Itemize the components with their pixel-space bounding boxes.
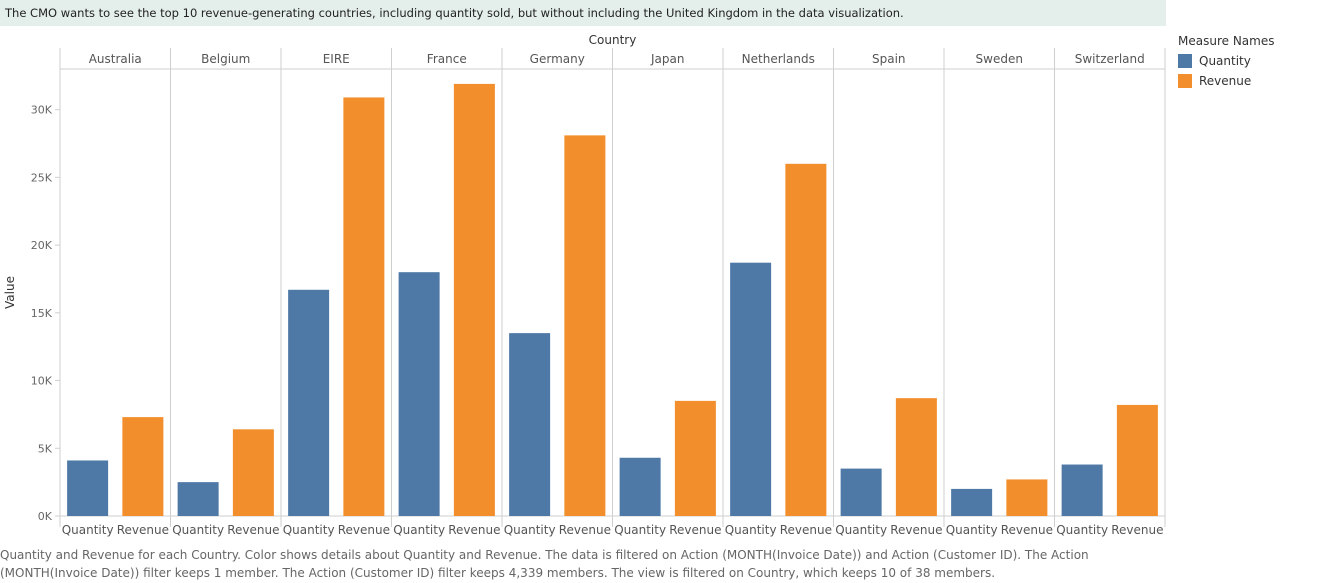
x-tick-label: Revenue [559, 523, 611, 537]
bar-spain-revenue [895, 398, 937, 516]
x-tick-label: Revenue [1001, 523, 1053, 537]
y-tick-label: 10K [31, 375, 53, 388]
chart-title: Country [589, 33, 637, 47]
bar-eire-revenue [343, 97, 385, 516]
x-tick-label: Revenue [227, 523, 279, 537]
pane-label: Germany [530, 52, 585, 66]
pane-label: EIRE [323, 52, 350, 66]
x-tick-label: Revenue [1111, 523, 1163, 537]
x-tick-label: Quantity [614, 523, 666, 537]
pane-label: Switzerland [1075, 52, 1145, 66]
x-tick-label: Quantity [504, 523, 556, 537]
bar-switzerland-revenue [1116, 404, 1158, 516]
x-tick-label: Quantity [946, 523, 998, 537]
bar-eire-quantity [288, 289, 330, 516]
legend-label-quantity: Quantity [1199, 54, 1251, 68]
chart-caption: Quantity and Revenue for each Country. C… [0, 548, 1089, 580]
bar-sweden-quantity [951, 488, 993, 516]
y-tick-label: 30K [31, 104, 53, 117]
x-tick-label: Quantity [835, 523, 887, 537]
bar-chart: Country Value 0K 5K 10K 15K 20K 25K 30K Australia… [3, 33, 1166, 537]
y-tick-label: 25K [31, 171, 53, 184]
bar-australia-quantity [67, 460, 109, 516]
legend-label-revenue: Revenue [1199, 74, 1252, 88]
x-tick-label: Quantity [283, 523, 335, 537]
x-tick-label: Revenue [669, 523, 721, 537]
pane-label: Belgium [201, 52, 250, 66]
x-tick-label: Quantity [172, 523, 224, 537]
bar-france-revenue [453, 83, 495, 517]
legend-swatch-revenue [1178, 74, 1192, 88]
bar-japan-revenue [674, 400, 716, 516]
pane-label: Japan [650, 52, 684, 66]
legend-swatch-quantity [1178, 54, 1192, 68]
bar-switzerland-quantity [1061, 464, 1103, 516]
pane-label: Netherlands [742, 52, 815, 66]
y-axis-label: Value [3, 276, 17, 309]
legend: Measure Names Quantity Revenue [1178, 34, 1274, 91]
x-tick-label: Quantity [62, 523, 114, 537]
x-tick-label: Revenue [117, 523, 169, 537]
pane-label: France [427, 52, 467, 66]
bar-netherlands-revenue [785, 163, 827, 516]
pane-label: Sweden [976, 52, 1023, 66]
bar-australia-revenue [122, 417, 164, 516]
bar-germany-quantity [509, 333, 551, 516]
x-tick-label: Quantity [393, 523, 445, 537]
bar-belgium-quantity [177, 482, 219, 516]
y-tick-label: 0K [38, 510, 53, 523]
bar-netherlands-quantity [730, 262, 772, 516]
bar-japan-quantity [619, 457, 661, 516]
bar-germany-revenue [564, 135, 606, 516]
bar-belgium-revenue [232, 429, 274, 516]
x-tick-label: Revenue [890, 523, 942, 537]
legend-item-quantity[interactable]: Quantity [1178, 51, 1274, 71]
bar-sweden-revenue [1006, 479, 1048, 516]
legend-title: Measure Names [1178, 34, 1275, 48]
y-tick-label: 15K [31, 307, 53, 320]
bar-france-quantity [398, 272, 440, 516]
legend-item-revenue[interactable]: Revenue [1178, 71, 1274, 91]
y-tick-label: 20K [31, 239, 53, 252]
bar-spain-quantity [840, 468, 882, 516]
x-tick-label: Revenue [338, 523, 390, 537]
x-tick-label: Revenue [448, 523, 500, 537]
pane-label: Spain [872, 52, 906, 66]
x-tick-label: Revenue [780, 523, 832, 537]
x-tick-label: Quantity [725, 523, 777, 537]
dashboard-header: The CMO wants to see the top 10 revenue-… [0, 0, 1166, 26]
y-tick-label: 5K [38, 442, 53, 455]
pane-label: Australia [89, 52, 142, 66]
x-tick-label: Quantity [1056, 523, 1108, 537]
